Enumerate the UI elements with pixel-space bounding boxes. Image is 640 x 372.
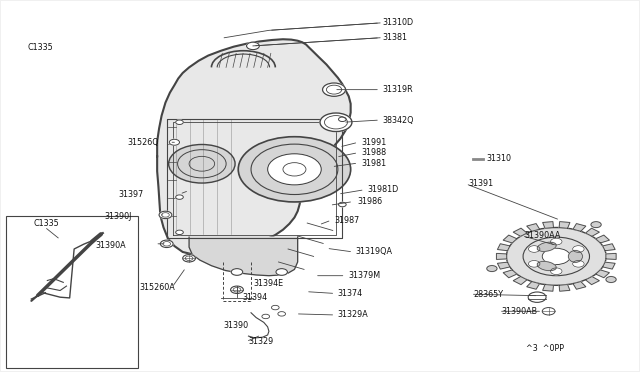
Circle shape [175, 120, 183, 125]
Polygon shape [157, 39, 351, 256]
Circle shape [550, 238, 562, 245]
Circle shape [230, 286, 243, 294]
Bar [6, 216, 138, 368]
Text: 28365Y: 28365Y [473, 290, 503, 299]
Polygon shape [497, 262, 510, 269]
Text: 31981D: 31981D [368, 185, 399, 194]
Circle shape [278, 312, 285, 316]
Circle shape [573, 246, 584, 252]
Circle shape [339, 117, 346, 122]
Circle shape [591, 222, 601, 228]
Polygon shape [497, 253, 507, 259]
Text: 31390: 31390 [223, 321, 248, 330]
Circle shape [238, 137, 351, 202]
Polygon shape [559, 285, 570, 291]
Circle shape [542, 308, 555, 315]
Text: 38342Q: 38342Q [383, 116, 414, 125]
Circle shape [182, 254, 195, 262]
Polygon shape [606, 253, 616, 259]
Polygon shape [503, 270, 517, 278]
Text: 31329A: 31329A [338, 311, 369, 320]
Text: 31397: 31397 [119, 190, 144, 199]
Polygon shape [573, 224, 586, 231]
Text: 31394E: 31394E [253, 279, 283, 288]
Circle shape [542, 248, 570, 264]
Circle shape [271, 305, 279, 310]
Text: 31310: 31310 [486, 154, 511, 163]
Circle shape [161, 240, 173, 247]
Polygon shape [503, 235, 517, 243]
Circle shape [169, 144, 235, 183]
Circle shape [506, 228, 606, 285]
Circle shape [231, 269, 243, 275]
Text: 31391: 31391 [468, 179, 493, 188]
Circle shape [268, 154, 321, 185]
Ellipse shape [537, 242, 556, 251]
Circle shape [323, 83, 346, 96]
Circle shape [175, 230, 183, 235]
Circle shape [529, 246, 540, 252]
Polygon shape [513, 276, 527, 285]
Text: 31988: 31988 [362, 148, 387, 157]
Circle shape [528, 292, 546, 302]
Circle shape [550, 268, 562, 275]
Text: 31987: 31987 [334, 216, 359, 225]
Polygon shape [513, 228, 527, 236]
Circle shape [276, 269, 287, 275]
Circle shape [170, 139, 179, 145]
Circle shape [339, 202, 346, 207]
Polygon shape [586, 276, 599, 285]
Circle shape [246, 42, 259, 49]
Text: 31390AA: 31390AA [524, 231, 561, 240]
Circle shape [529, 260, 540, 267]
Circle shape [159, 211, 172, 219]
Circle shape [487, 266, 497, 272]
Circle shape [320, 113, 352, 132]
Text: 31374: 31374 [338, 289, 363, 298]
Text: C1335: C1335 [28, 42, 53, 51]
Text: 31991: 31991 [362, 138, 387, 147]
Polygon shape [543, 222, 554, 228]
Polygon shape [603, 262, 615, 269]
Polygon shape [527, 282, 540, 289]
Polygon shape [543, 285, 554, 291]
Text: 31381: 31381 [383, 33, 408, 42]
Text: 31379M: 31379M [349, 271, 381, 280]
Text: 31526Q: 31526Q [127, 138, 159, 147]
Polygon shape [573, 282, 586, 289]
Text: 31310D: 31310D [383, 19, 413, 28]
Text: ^3  ^0PP: ^3 ^0PP [525, 344, 564, 353]
Polygon shape [497, 244, 510, 251]
Text: 31390J: 31390J [104, 212, 132, 221]
Polygon shape [559, 222, 570, 228]
Circle shape [606, 276, 616, 282]
Text: C1335: C1335 [34, 218, 60, 228]
Circle shape [175, 195, 183, 199]
Ellipse shape [568, 250, 582, 262]
Polygon shape [189, 237, 298, 276]
Text: 31986: 31986 [357, 197, 382, 206]
Polygon shape [527, 224, 540, 231]
Text: 31394: 31394 [242, 294, 268, 302]
Ellipse shape [537, 262, 556, 271]
Text: 31981: 31981 [362, 158, 387, 167]
Text: 315260A: 315260A [140, 283, 175, 292]
Polygon shape [586, 228, 599, 236]
Circle shape [262, 314, 269, 319]
Polygon shape [596, 270, 609, 278]
Text: 31390AB: 31390AB [501, 307, 538, 316]
Text: 31319QA: 31319QA [356, 247, 393, 256]
Polygon shape [603, 244, 615, 251]
Text: 31319R: 31319R [383, 85, 413, 94]
Circle shape [573, 260, 584, 267]
Text: 31390A: 31390A [95, 241, 126, 250]
Text: 31329: 31329 [248, 337, 274, 346]
Polygon shape [596, 235, 609, 243]
